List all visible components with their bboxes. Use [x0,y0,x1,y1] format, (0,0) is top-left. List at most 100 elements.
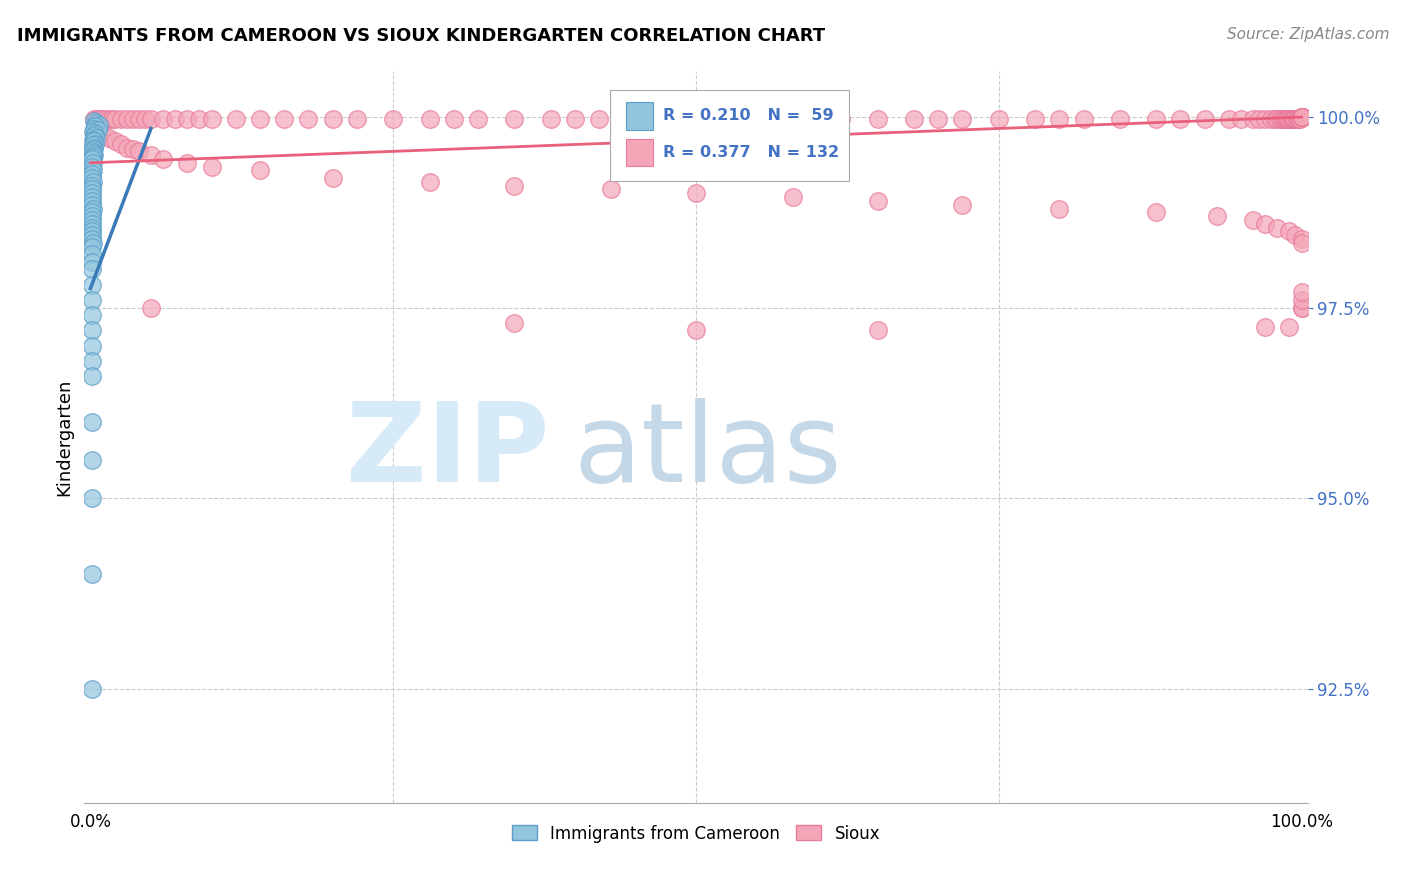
Point [1205,209,1227,223]
Point [80,491,103,505]
Point [86,123,108,137]
Point [1279,112,1302,126]
Point [503,178,526,193]
Point [80,323,103,337]
Point [1288,112,1310,126]
Point [82,155,104,169]
Point [121,112,143,126]
FancyBboxPatch shape [610,90,849,181]
Point [80,160,103,174]
Point [80,197,103,211]
Point [1291,110,1313,124]
Point [1241,213,1264,227]
Point [83,140,105,154]
Point [80,220,103,235]
Point [80,354,103,368]
Point [83,121,105,136]
Point [661,112,683,126]
Point [80,194,103,208]
Point [176,112,198,126]
Point [782,190,804,204]
Point [346,112,368,126]
Point [1024,112,1046,126]
Point [564,112,586,126]
Point [97,131,120,145]
Point [1047,112,1070,126]
Point [952,197,974,211]
Point [97,112,120,126]
Point [1286,112,1309,126]
Point [866,112,889,126]
Point [86,127,108,141]
Point [1291,110,1313,124]
Point [80,145,103,159]
Point [1271,112,1294,126]
Point [80,247,103,261]
Point [1230,112,1253,126]
Point [1264,112,1286,126]
Point [86,116,108,130]
Point [382,112,405,126]
Point [104,112,127,126]
Point [91,129,114,144]
Point [90,112,112,126]
Point [82,175,104,189]
Point [200,112,222,126]
Point [94,112,117,126]
Point [866,194,889,208]
Point [782,112,804,126]
Point [1291,235,1313,250]
Point [1285,112,1308,126]
Point [82,150,104,164]
Point [1275,112,1298,126]
Point [1291,293,1313,307]
Point [1265,112,1288,126]
Point [80,167,103,181]
Point [84,136,107,151]
Legend: Immigrants from Cameroon, Sioux: Immigrants from Cameroon, Sioux [505,818,887,849]
Point [104,135,127,149]
Point [80,567,103,582]
Point [80,182,103,196]
Point [1272,112,1295,126]
Point [139,148,162,162]
Point [1194,112,1216,126]
Point [87,112,110,126]
Point [165,112,187,126]
Point [443,112,465,126]
Point [1254,217,1277,231]
Point [80,681,103,696]
Point [139,301,162,315]
Point [121,142,143,156]
Point [128,145,150,159]
Point [1170,112,1192,126]
Point [1291,110,1313,124]
Point [1278,224,1301,238]
Text: R = 0.210   N =  59: R = 0.210 N = 59 [664,109,834,123]
Point [1268,112,1291,126]
Point [830,112,852,126]
Point [82,138,104,153]
Y-axis label: Kindergarten: Kindergarten [55,378,73,496]
Point [1291,110,1313,124]
Point [418,112,440,126]
Text: R = 0.377   N = 132: R = 0.377 N = 132 [664,145,839,160]
Point [1073,112,1095,126]
Point [1284,228,1306,243]
Point [1274,112,1296,126]
Point [1108,112,1130,126]
Point [1277,112,1299,126]
Point [540,112,562,126]
Point [110,136,132,151]
Point [200,160,222,174]
Text: ZIP: ZIP [346,398,550,505]
Point [624,112,647,126]
Point [80,255,103,269]
Point [115,140,138,154]
Point [83,112,105,126]
Point [86,112,108,126]
Point [1282,112,1305,126]
Point [1289,112,1312,126]
Point [685,186,707,201]
Point [83,114,105,128]
